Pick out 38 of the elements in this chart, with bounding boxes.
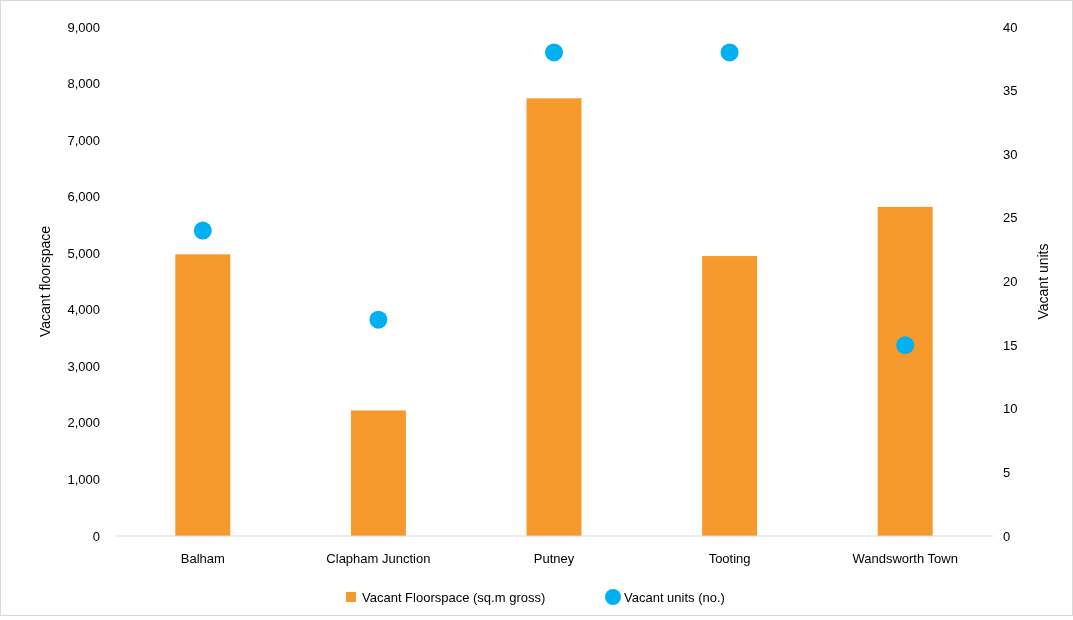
x-tick-label: Tooting: [708, 551, 751, 566]
y2-tick-label: 20: [1003, 274, 1018, 290]
point: [896, 336, 915, 355]
y2-tick-label: 0: [1003, 528, 1011, 544]
y-tick-label: 7,000: [67, 132, 100, 148]
y-tick-label: 8,000: [67, 76, 100, 92]
bar: [175, 254, 231, 536]
point: [369, 310, 388, 329]
y-tick-label: 5,000: [67, 245, 100, 261]
legend-label: Vacant Floorspace (sq.m gross): [362, 589, 546, 605]
y2-tick-label: 30: [1003, 146, 1018, 162]
bar: [350, 410, 406, 536]
y-tick-label: 1,000: [67, 471, 100, 487]
point: [193, 221, 212, 240]
y2-tick-label: 40: [1003, 19, 1018, 35]
point: [545, 43, 563, 62]
y2-tick-label: 25: [1003, 210, 1018, 226]
y-tick-label: 4,000: [67, 302, 100, 318]
y-tick-label: 2,000: [67, 415, 100, 431]
bar: [702, 256, 758, 536]
bar: [526, 98, 582, 536]
y-axis-title: Vacant floorspace: [37, 225, 53, 338]
y2-tick-label: 35: [1003, 83, 1018, 99]
x-tick-label: Clapham Junction: [326, 551, 431, 566]
y-tick-label: 6,000: [67, 189, 100, 205]
y-tick-label: 0: [92, 528, 100, 544]
bar: [877, 206, 933, 536]
x-tick-label: Putney: [533, 551, 575, 566]
point: [720, 43, 739, 62]
x-tick-label: Balham: [180, 551, 225, 566]
y-tick-label: 9,000: [67, 19, 100, 35]
legend-label: Vacant units (no.): [624, 589, 725, 605]
y2-tick-label: 5: [1003, 464, 1011, 480]
y2-axis-title: Vacant units: [1035, 243, 1051, 320]
x-tick-label: Wandsworth Town: [852, 551, 958, 566]
y2-tick-label: 15: [1003, 337, 1018, 353]
y-tick-label: 3,000: [67, 358, 100, 374]
y2-tick-label: 10: [1003, 401, 1018, 417]
